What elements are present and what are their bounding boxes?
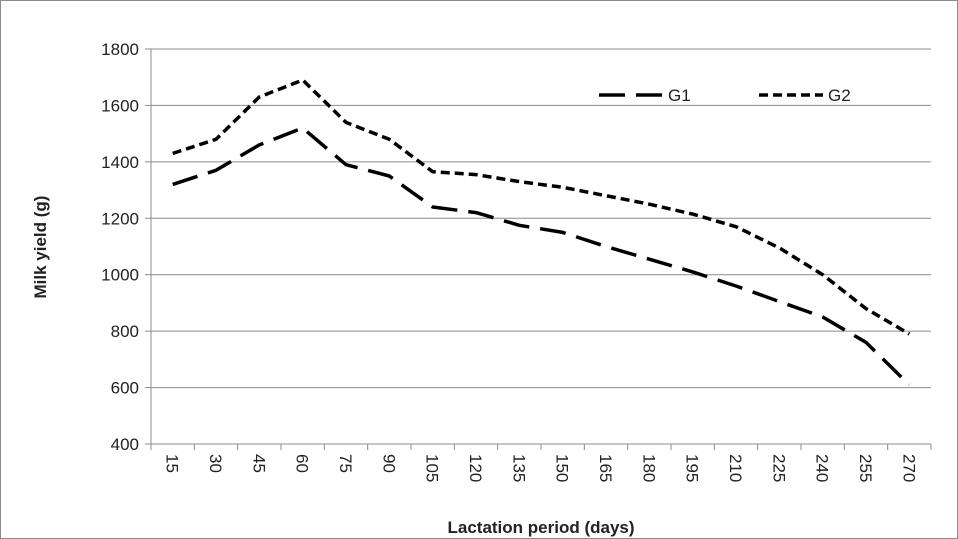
x-tick-label-120: 120 xyxy=(466,454,485,482)
x-tick-label-135: 135 xyxy=(509,454,528,482)
legend-label-g1: G1 xyxy=(668,86,691,105)
gridlines xyxy=(151,48,931,389)
x-tick-label-165: 165 xyxy=(596,454,615,482)
y-tick-label-400: 400 xyxy=(111,435,139,454)
y-tick-label-800: 800 xyxy=(111,322,139,341)
x-tick-label-270: 270 xyxy=(899,454,918,482)
y-tick-label-1200: 1200 xyxy=(101,209,139,228)
x-tick-label-15: 15 xyxy=(163,454,182,473)
x-tick-label-30: 30 xyxy=(206,454,225,473)
series-line-g1 xyxy=(172,126,911,387)
axes: 400 600 800 1000 1200 1400 1600 1800 15 30 45 60 75 9… xyxy=(101,40,932,482)
y-tick-label-1000: 1000 xyxy=(101,266,139,285)
x-tick-label-75: 75 xyxy=(336,454,355,473)
x-axis-title: Lactation period (days) xyxy=(447,518,634,537)
x-tick-label-210: 210 xyxy=(726,454,745,482)
y-tick-label-1400: 1400 xyxy=(101,153,139,172)
y-tick-label-600: 600 xyxy=(111,379,139,398)
x-tick-label-180: 180 xyxy=(639,454,658,482)
x-tick-label-195: 195 xyxy=(683,454,702,482)
y-tick-label-1600: 1600 xyxy=(101,96,139,115)
y-axis-title: Milk yield (g) xyxy=(31,196,50,299)
x-tick-label-225: 225 xyxy=(769,454,788,482)
series-line-g2 xyxy=(172,78,911,336)
x-tick-label-45: 45 xyxy=(249,454,268,473)
x-tick-label-105: 105 xyxy=(423,454,442,482)
x-tick-label-240: 240 xyxy=(813,454,832,482)
x-tick-label-255: 255 xyxy=(856,454,875,482)
legend-label-g2: G2 xyxy=(828,86,851,105)
x-tick-label-60: 60 xyxy=(293,454,312,473)
y-tick-label-1800: 1800 xyxy=(101,40,139,59)
legend: G1 G2 xyxy=(599,86,851,105)
series-lines xyxy=(172,78,911,387)
x-tick-label-150: 150 xyxy=(553,454,572,482)
x-tick-label-90: 90 xyxy=(379,454,398,473)
